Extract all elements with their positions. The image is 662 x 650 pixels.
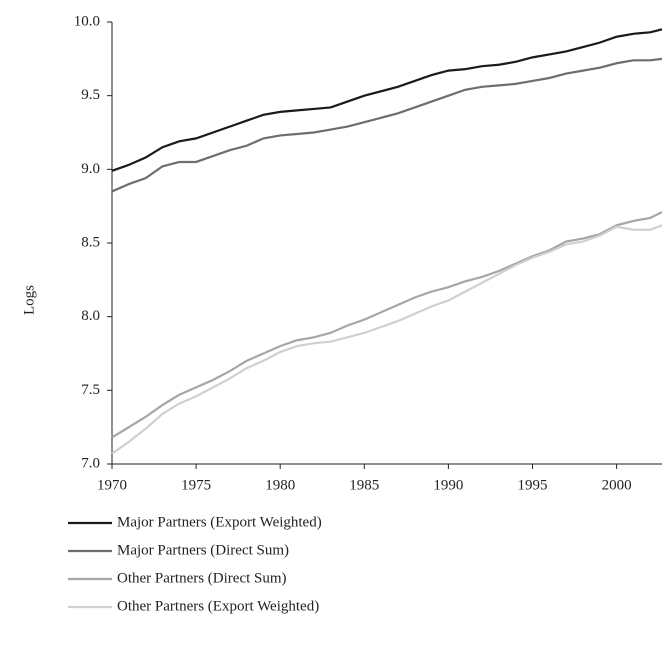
x-tick-label: 1970 [97,477,127,493]
x-tick-label: 1995 [517,477,547,493]
y-axis-label: Logs [21,285,37,315]
series-line [111,224,662,455]
y-tick-label: 7.5 [81,382,100,398]
legend-label: Major Partners (Export Weighted) [117,514,322,530]
legend-label: Major Partners (Direct Sum) [117,542,289,558]
legend-label: Other Partners (Direct Sum) [117,570,287,586]
legend-label: Other Partners (Export Weighted) [117,598,319,614]
y-tick-label: 9.5 [81,87,100,103]
series-line [111,211,662,439]
x-tick-label: 1990 [433,477,463,493]
series-line [111,57,662,193]
y-tick-label: 9.0 [81,161,100,177]
x-tick-label: 1975 [181,477,211,493]
x-tick-label: 1980 [265,477,295,493]
x-tick-label: 2000 [602,477,632,493]
y-tick-label: 8.0 [81,308,100,324]
series-line [111,28,662,172]
y-tick-label: 7.0 [81,455,100,471]
y-tick-label: 10.0 [74,13,100,29]
x-tick-label: 1985 [349,477,379,493]
y-tick-label: 8.5 [81,234,100,250]
